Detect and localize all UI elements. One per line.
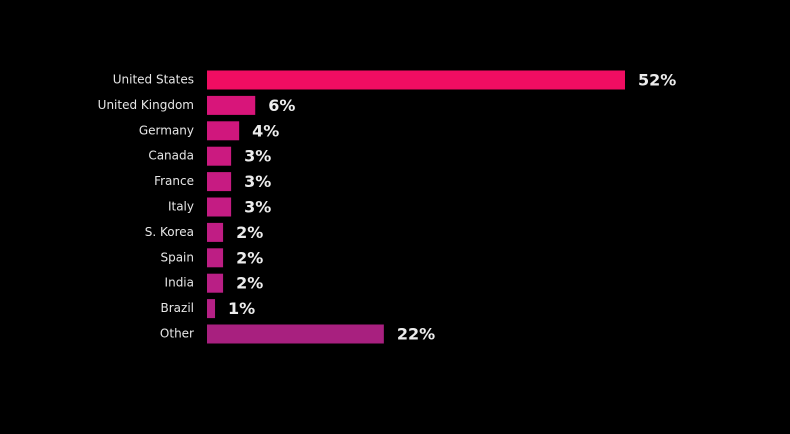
category-label: Italy <box>168 200 194 214</box>
bar <box>207 324 384 344</box>
category-label: United States <box>113 73 194 87</box>
value-label: 22% <box>397 325 435 344</box>
bar <box>207 273 224 293</box>
bar <box>207 222 224 242</box>
value-label: 4% <box>252 121 279 140</box>
value-label: 1% <box>228 299 255 318</box>
bar <box>207 172 232 192</box>
value-label: 3% <box>244 172 271 191</box>
value-label: 2% <box>236 274 263 293</box>
category-label: Germany <box>139 123 194 137</box>
value-label: 6% <box>268 96 295 115</box>
category-label: India <box>165 276 194 290</box>
bar <box>207 95 256 115</box>
bar <box>207 248 224 268</box>
bar <box>207 121 240 141</box>
category-label: Other <box>160 327 194 341</box>
value-label: 2% <box>236 223 263 242</box>
value-label: 3% <box>244 147 271 166</box>
category-label: Spain <box>160 250 194 264</box>
value-label: 3% <box>244 198 271 217</box>
value-label: 2% <box>236 248 263 267</box>
category-label: Canada <box>148 149 194 163</box>
category-label: United Kingdom <box>98 98 194 112</box>
bar <box>207 299 216 319</box>
category-label: France <box>154 174 194 188</box>
bar <box>207 146 232 166</box>
value-label: 52% <box>638 71 676 90</box>
category-label: S. Korea <box>145 225 194 239</box>
bar <box>207 70 625 90</box>
bar <box>207 197 232 217</box>
category-label: Brazil <box>161 301 195 315</box>
